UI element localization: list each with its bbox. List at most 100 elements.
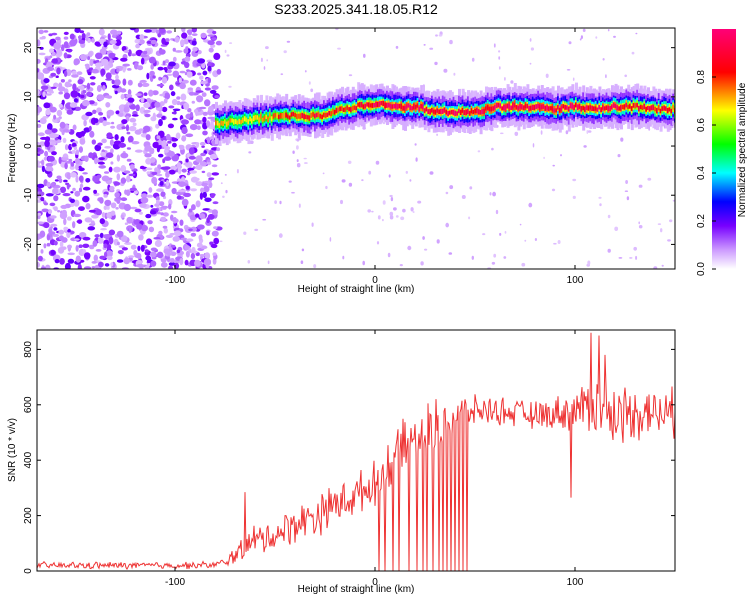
background-speckle — [417, 200, 422, 204]
signal-track-segment — [483, 108, 487, 114]
background-speckle — [638, 184, 643, 188]
signal-track-segment — [553, 108, 557, 113]
noise-speckle — [72, 124, 77, 131]
signal-track-segment — [638, 105, 641, 112]
signal-track-segment — [380, 100, 384, 106]
x-tick-label: 0 — [372, 275, 378, 286]
signal-track-segment — [375, 102, 379, 107]
noise-speckle — [45, 162, 54, 168]
signal-track-segment — [571, 103, 575, 109]
noise-speckle — [176, 162, 182, 170]
signal-track-segment — [292, 111, 296, 117]
noise-speckle — [171, 137, 176, 142]
signal-track-segment — [288, 115, 292, 120]
noise-speckle — [207, 77, 211, 84]
background-speckle — [499, 232, 502, 236]
noise-speckle — [204, 197, 212, 203]
y-tick-label: 0 — [23, 568, 34, 574]
signal-track-segment — [621, 104, 625, 110]
background-speckle — [348, 182, 353, 187]
noise-speckle — [174, 50, 183, 53]
noise-speckle — [73, 59, 79, 66]
noise-speckle — [209, 89, 217, 94]
noise-speckle — [195, 181, 204, 187]
noise-speckle — [126, 216, 133, 224]
background-speckle — [587, 130, 592, 133]
noise-speckle — [89, 76, 96, 80]
background-speckle — [390, 197, 394, 202]
signal-track-segment — [654, 106, 658, 112]
signal-track-segment — [382, 100, 386, 107]
signal-track-segment — [668, 107, 672, 112]
signal-track-segment — [461, 108, 465, 113]
noise-speckle — [181, 168, 187, 173]
x-tick-label: 100 — [567, 577, 584, 588]
signal-track-segment — [261, 117, 265, 123]
signal-track-segment — [317, 111, 321, 117]
noise-speckle — [50, 182, 55, 188]
noise-speckle — [91, 261, 97, 264]
noise-speckle — [42, 116, 49, 119]
noise-speckle — [38, 29, 44, 35]
noise-speckle — [208, 105, 214, 113]
noise-speckle — [189, 124, 198, 131]
noise-speckle — [172, 218, 179, 224]
signal-track-segment — [566, 105, 569, 110]
noise-speckle — [158, 144, 162, 150]
noise-speckle — [124, 222, 129, 225]
noise-speckle — [172, 70, 180, 78]
background-speckle — [298, 203, 301, 208]
signal-track-segment — [598, 105, 602, 110]
noise-speckle — [138, 128, 144, 132]
colorbar-tick-label: 0.0 — [696, 262, 707, 276]
noise-speckle — [75, 175, 79, 183]
noise-speckle — [161, 115, 166, 120]
background-speckle — [624, 74, 627, 78]
background-speckle — [220, 182, 223, 185]
noise-speckle — [161, 140, 167, 148]
noise-speckle — [47, 146, 51, 151]
noise-speckle — [148, 89, 154, 97]
signal-track-segment — [423, 108, 427, 114]
background-speckle — [322, 172, 325, 175]
noise-speckle — [116, 199, 121, 205]
signal-track-segment — [665, 106, 668, 111]
signal-track-segment — [290, 112, 294, 117]
signal-track-segment — [555, 108, 559, 113]
background-speckle — [528, 202, 533, 208]
background-speckle — [301, 248, 305, 252]
background-speckle — [291, 191, 295, 194]
noise-speckle — [199, 141, 206, 146]
noise-speckle — [37, 106, 43, 113]
noise-speckle — [74, 238, 80, 241]
background-speckle — [225, 189, 228, 194]
noise-speckle — [137, 245, 141, 252]
signal-track-segment — [425, 106, 429, 112]
signal-track-segment — [368, 102, 371, 108]
noise-speckle — [191, 246, 196, 254]
noise-speckle — [73, 213, 81, 218]
signal-track-segment — [481, 109, 485, 114]
signal-track-segment — [256, 115, 260, 120]
noise-speckle — [115, 74, 119, 80]
noise-speckle — [98, 165, 106, 169]
noise-speckle — [180, 93, 187, 101]
background-speckle — [477, 150, 481, 153]
noise-speckle — [213, 226, 218, 230]
background-speckle — [468, 216, 471, 220]
noise-speckle — [195, 213, 200, 218]
noise-speckle — [163, 98, 168, 104]
noise-speckle — [59, 186, 67, 193]
signal-track-segment — [513, 102, 517, 108]
background-speckle — [274, 200, 277, 205]
noise-speckle — [52, 233, 60, 237]
background-speckle — [498, 50, 501, 53]
noise-speckle — [69, 33, 75, 40]
noise-speckle — [142, 125, 151, 133]
noise-speckle — [207, 65, 212, 72]
signal-track-segment — [510, 105, 514, 110]
signal-track-segment — [414, 104, 418, 110]
background-speckle — [415, 157, 418, 162]
signal-track-segment — [443, 107, 447, 113]
noise-speckle — [209, 153, 218, 160]
